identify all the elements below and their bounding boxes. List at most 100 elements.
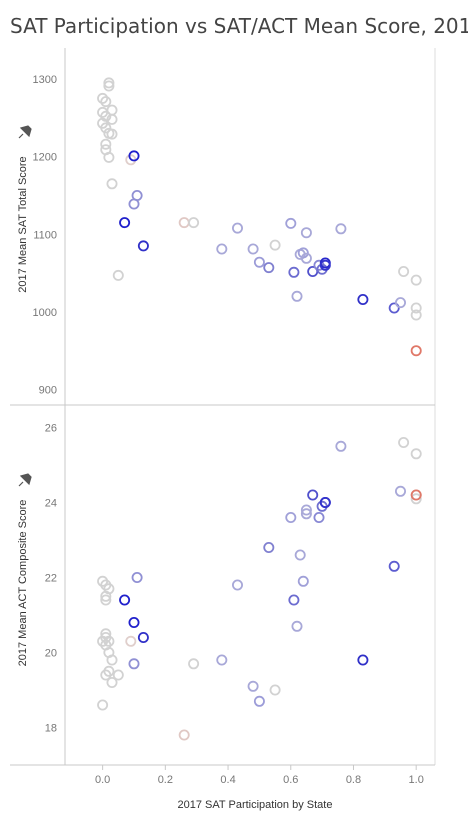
- act-y-tick-label: 22: [45, 573, 57, 585]
- act-point[interactable]: [297, 575, 309, 587]
- sat-point[interactable]: [112, 269, 124, 281]
- act-point[interactable]: [319, 496, 331, 508]
- act-point[interactable]: [100, 594, 112, 606]
- act-point[interactable]: [131, 572, 143, 584]
- sat-point[interactable]: [297, 247, 309, 259]
- act-point[interactable]: [294, 549, 306, 561]
- sat-point[interactable]: [231, 222, 243, 234]
- sat-point[interactable]: [335, 223, 347, 235]
- sat-y-tick-label: 1000: [33, 307, 57, 319]
- sat-point[interactable]: [106, 113, 118, 125]
- sat-point[interactable]: [137, 240, 149, 252]
- act-point[interactable]: [388, 560, 400, 572]
- x-axis-label: 2017 SAT Participation by State: [178, 799, 333, 811]
- act-point[interactable]: [231, 579, 243, 591]
- act-point[interactable]: [106, 654, 118, 666]
- act-point[interactable]: [216, 654, 228, 666]
- x-tick-label: 0.4: [220, 774, 235, 786]
- sat-point[interactable]: [319, 259, 331, 271]
- pin-icon[interactable]: [18, 473, 32, 487]
- act-point[interactable]: [285, 512, 297, 524]
- act-point[interactable]: [300, 504, 312, 516]
- pin-icon[interactable]: [18, 125, 32, 139]
- act-point[interactable]: [97, 699, 109, 711]
- chart-frames: [10, 48, 436, 766]
- act-point[interactable]: [112, 669, 124, 681]
- sat-y-tick-label: 1100: [33, 229, 57, 241]
- act-point[interactable]: [300, 508, 312, 520]
- x-tick-label: 0.2: [158, 774, 173, 786]
- act-point[interactable]: [313, 512, 325, 524]
- sat-point[interactable]: [100, 122, 112, 134]
- act-point[interactable]: [125, 635, 137, 647]
- sat-y-tick-label: 900: [39, 384, 57, 396]
- act-point[interactable]: [335, 440, 347, 452]
- act-point[interactable]: [357, 654, 369, 666]
- sat-point[interactable]: [103, 151, 115, 163]
- sat-point[interactable]: [388, 302, 400, 314]
- act-y-axis-label: 2017 Mean ACT Composite Score: [17, 500, 29, 667]
- act-point[interactable]: [100, 669, 112, 681]
- act-point[interactable]: [119, 594, 131, 606]
- x-tick-label: 1.0: [409, 774, 424, 786]
- act-point[interactable]: [410, 448, 422, 460]
- sat-point[interactable]: [300, 252, 312, 264]
- sat-point[interactable]: [398, 265, 410, 277]
- act-point[interactable]: [178, 729, 190, 741]
- sat-point[interactable]: [300, 227, 312, 239]
- act-point[interactable]: [269, 684, 281, 696]
- act-point[interactable]: [291, 620, 303, 632]
- sat-point[interactable]: [128, 150, 140, 162]
- sat-point[interactable]: [269, 239, 281, 251]
- act-y-tick-label: 20: [45, 648, 57, 660]
- sat-point[interactable]: [106, 178, 118, 190]
- act-y-tick-label: 18: [45, 723, 57, 735]
- sat-y-axis-label: 2017 Mean SAT Total Score: [17, 156, 29, 292]
- chart-marks: [97, 77, 422, 741]
- act-point[interactable]: [394, 485, 406, 497]
- sat-point[interactable]: [288, 266, 300, 278]
- sat-point[interactable]: [128, 198, 140, 210]
- sat-y-tick-label: 1200: [33, 152, 57, 164]
- act-y-tick-label: 26: [45, 423, 57, 435]
- sat-point[interactable]: [291, 290, 303, 302]
- sat-point[interactable]: [285, 217, 297, 229]
- sat-point[interactable]: [253, 256, 265, 268]
- act-point[interactable]: [128, 617, 140, 629]
- sat-point[interactable]: [100, 138, 112, 150]
- sat-point[interactable]: [216, 243, 228, 255]
- sat-point[interactable]: [410, 302, 422, 314]
- act-point[interactable]: [410, 493, 422, 505]
- act-point[interactable]: [288, 594, 300, 606]
- sat-point[interactable]: [97, 92, 109, 104]
- act-point[interactable]: [247, 680, 259, 692]
- sat-point[interactable]: [410, 345, 422, 357]
- act-point[interactable]: [100, 590, 112, 602]
- sat-point[interactable]: [247, 243, 259, 255]
- sat-point[interactable]: [103, 77, 115, 89]
- sat-point[interactable]: [106, 128, 118, 140]
- x-tick-label: 0.8: [346, 774, 361, 786]
- sat-point[interactable]: [263, 262, 275, 274]
- chart-axes: 900 1000 1100 1200 1300 2017 Mean SAT Total S…: [17, 74, 424, 811]
- act-point[interactable]: [253, 695, 265, 707]
- sat-point[interactable]: [394, 297, 406, 309]
- sat-point[interactable]: [188, 217, 200, 229]
- act-point[interactable]: [128, 658, 140, 670]
- act-point[interactable]: [398, 436, 410, 448]
- sat-point[interactable]: [410, 274, 422, 286]
- act-point[interactable]: [106, 677, 118, 689]
- sat-point[interactable]: [100, 96, 112, 108]
- act-point[interactable]: [410, 489, 422, 501]
- sat-point[interactable]: [103, 80, 115, 92]
- sat-point[interactable]: [119, 217, 131, 229]
- act-point[interactable]: [137, 632, 149, 644]
- act-point[interactable]: [263, 542, 275, 554]
- sat-point[interactable]: [178, 217, 190, 229]
- x-tick-label: 0.0: [95, 774, 110, 786]
- sat-point[interactable]: [410, 309, 422, 321]
- act-point[interactable]: [307, 489, 319, 501]
- sat-point[interactable]: [357, 293, 369, 305]
- act-point[interactable]: [188, 658, 200, 670]
